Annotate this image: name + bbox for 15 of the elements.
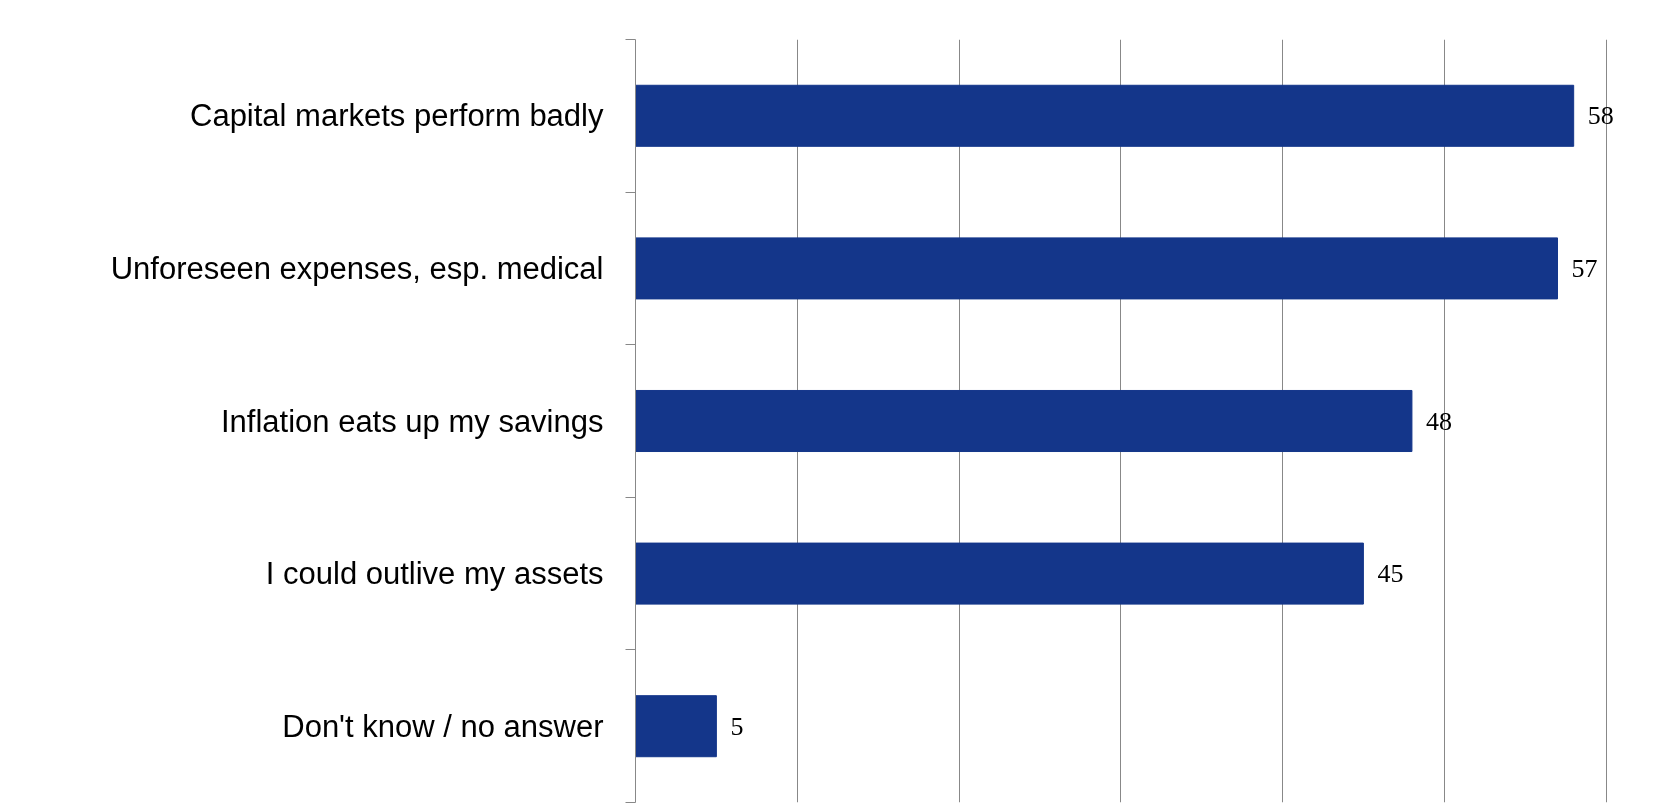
y-tick-label: I could outlive my assets xyxy=(265,556,604,592)
y-tick-label: Inflation eats up my savings xyxy=(220,403,604,439)
data-label: 45 xyxy=(1377,559,1404,589)
bar xyxy=(635,237,1559,300)
bar xyxy=(635,389,1413,453)
data-label: 57 xyxy=(1571,253,1598,283)
bar xyxy=(635,84,1575,147)
data-label: 5 xyxy=(730,711,744,741)
bar xyxy=(635,542,1364,605)
bar xyxy=(635,695,717,758)
y-tick-label: Capital markets perform badly xyxy=(190,98,604,134)
y-tick-label: Don't know / no answer xyxy=(282,708,604,744)
data-label: 48 xyxy=(1425,406,1452,436)
data-label: 58 xyxy=(1587,101,1614,131)
y-tick-label: Unforeseen expenses, esp. medical xyxy=(110,250,604,286)
